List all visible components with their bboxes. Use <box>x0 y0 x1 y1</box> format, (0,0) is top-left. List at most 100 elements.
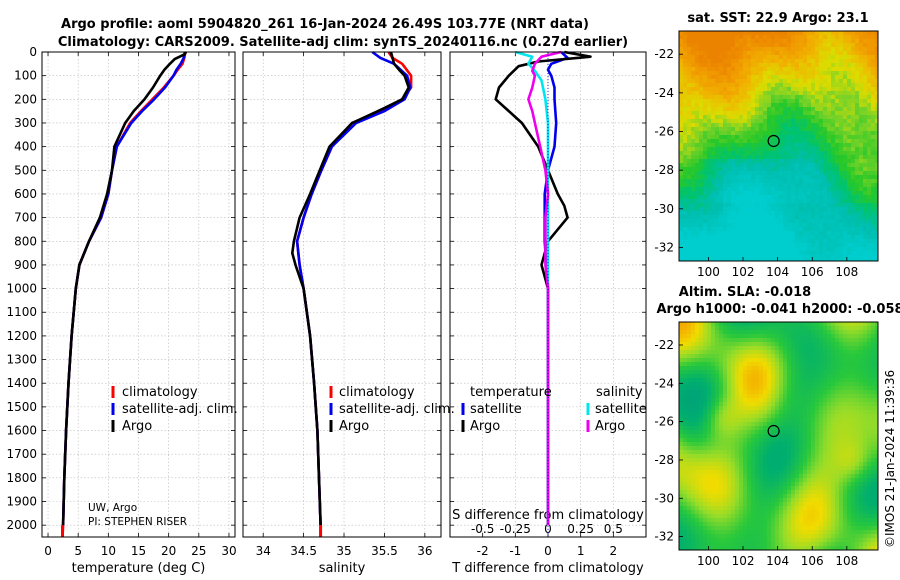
map-cell <box>807 115 812 120</box>
map-cell <box>755 103 760 108</box>
map-cell <box>691 99 696 104</box>
map-cell <box>827 139 832 144</box>
map-cell <box>707 99 712 104</box>
map-cell <box>799 390 804 395</box>
map-cell <box>863 243 868 248</box>
map-cell <box>723 55 728 60</box>
map-cell <box>819 31 824 36</box>
map-cell <box>839 434 844 439</box>
map-cell <box>871 39 876 44</box>
map-cell <box>767 115 772 120</box>
map-cell <box>699 358 704 363</box>
map-cell <box>819 235 824 240</box>
map-cell <box>739 406 744 411</box>
map-cell <box>851 426 856 431</box>
map-cell <box>827 255 832 260</box>
map-cell <box>779 239 784 244</box>
map-cell <box>783 155 788 160</box>
map-cell <box>787 390 792 395</box>
map-cell <box>723 354 728 359</box>
map-cell <box>791 111 796 116</box>
map-cell <box>787 219 792 224</box>
map-cell <box>839 362 844 367</box>
map-cell <box>851 159 856 164</box>
map-cell <box>859 199 864 204</box>
map-cell <box>719 171 724 176</box>
map-cell <box>847 59 852 64</box>
map-cell <box>727 418 732 423</box>
map-cell <box>871 139 876 144</box>
map-cell <box>743 67 748 72</box>
map-cell <box>851 91 856 96</box>
map-cell <box>871 175 876 180</box>
map-cell <box>723 131 728 136</box>
map-cell <box>751 211 756 216</box>
map-cell <box>863 215 868 220</box>
map-cell <box>831 87 836 92</box>
map-cell <box>823 67 828 72</box>
map-cell <box>691 175 696 180</box>
map-cell <box>735 199 740 204</box>
map-cell <box>711 406 716 411</box>
map-cell <box>731 259 736 261</box>
map-cell <box>839 414 844 419</box>
map-cell <box>843 139 848 144</box>
map-cell <box>871 147 876 152</box>
map-cell <box>779 171 784 176</box>
map-cell <box>743 83 748 88</box>
map-cell <box>695 211 700 216</box>
map-cell <box>735 402 740 407</box>
map-cell <box>799 99 804 104</box>
map-cell <box>787 378 792 383</box>
map-cell <box>803 450 808 455</box>
map-cell <box>859 175 864 180</box>
map-cell <box>871 159 876 164</box>
map-cell <box>867 139 872 144</box>
map-cell <box>767 402 772 407</box>
map-cell <box>707 386 712 391</box>
map-cell <box>871 87 876 92</box>
map-cell <box>727 107 732 112</box>
map-cell <box>735 442 740 447</box>
map-cell <box>719 159 724 164</box>
map-cell <box>707 211 712 216</box>
map-cell <box>819 179 824 184</box>
map-cell <box>703 223 708 228</box>
map-cell <box>755 326 760 331</box>
map-cell <box>687 227 692 232</box>
map-cell <box>763 151 768 156</box>
map-cell <box>683 99 688 104</box>
map-cell <box>691 342 696 347</box>
map-cell <box>679 35 684 40</box>
map-cell <box>871 151 876 156</box>
map-cell <box>707 350 712 355</box>
map-cell <box>679 454 684 459</box>
map-cell <box>735 43 740 48</box>
map-cell <box>719 147 724 152</box>
map-cell <box>695 358 700 363</box>
map-cell <box>751 370 756 375</box>
map-cell <box>787 75 792 80</box>
map-cell <box>739 382 744 387</box>
map-cell <box>719 115 724 120</box>
x-tick-label: 30 <box>221 544 236 558</box>
map-cell <box>759 95 764 100</box>
map-cell <box>775 430 780 435</box>
map-cell <box>799 358 804 363</box>
map-cell <box>683 386 688 391</box>
map-cell <box>763 211 768 216</box>
map-cell <box>687 47 692 52</box>
map-cell <box>847 243 852 248</box>
map-cell <box>763 99 768 104</box>
map-cell <box>723 135 728 140</box>
map-cell <box>767 119 772 124</box>
map-cell <box>839 382 844 387</box>
map-cell <box>807 95 812 100</box>
map-cell <box>859 55 864 60</box>
map-cell <box>779 83 784 88</box>
map-cell <box>851 155 856 160</box>
map-cell <box>847 39 852 44</box>
map-cell <box>771 231 776 236</box>
map-cell <box>835 418 840 423</box>
map-cell <box>835 179 840 184</box>
